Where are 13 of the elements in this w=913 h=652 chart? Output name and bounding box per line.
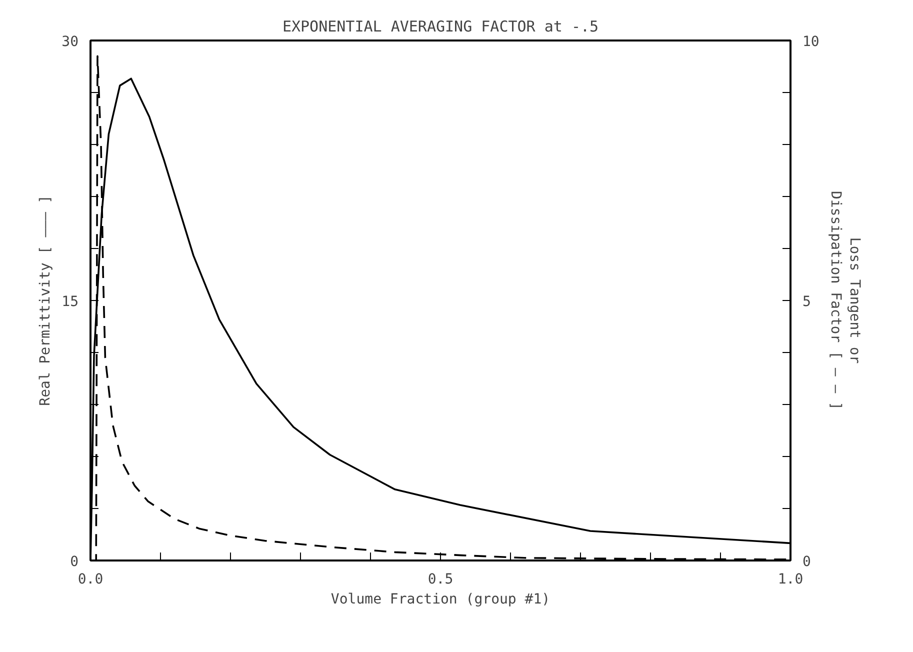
y2-tick-label: 10 — [802, 34, 820, 50]
x-axis-title: Volume Fraction (group #1) — [330, 592, 550, 608]
y-tick-label: 15 — [62, 294, 78, 310]
x-tick-label: 0.0 — [78, 572, 104, 588]
y2-tick-label: 5 — [802, 294, 811, 310]
x-tick-label: 0.5 — [428, 572, 454, 588]
y-axis-title: Real Permittivity [ ——— ] — [38, 195, 54, 406]
y-tick-label: 0 — [70, 554, 79, 570]
y2-tick-label: 0 — [802, 554, 811, 570]
chart-title: EXPONENTIAL AVERAGING FACTOR at -.5 — [282, 18, 599, 36]
y2-axis-title: Loss Tangent or Dissipation Factor [ — — ] — [827, 190, 863, 410]
y-tick-label: 30 — [62, 34, 78, 50]
x-tick-label: 1.0 — [778, 572, 804, 588]
